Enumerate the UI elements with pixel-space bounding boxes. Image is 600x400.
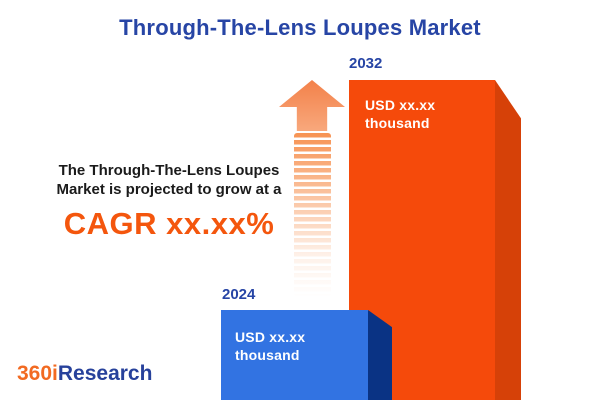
bar-2032-value: USD xx.xx thousand — [365, 97, 436, 131]
cagr-value: CAGR xx.xx% — [63, 206, 275, 241]
growth-annotation: The Through-The-Lens Loupes Market is pr… — [28, 162, 310, 242]
bar-label-2024: 2024 — [222, 286, 256, 303]
logo-suffix: Research — [57, 362, 153, 385]
company-logo: 360iResearch — [17, 362, 152, 386]
annotation-line-2: Market is projected to grow at a — [56, 180, 282, 198]
growth-arrow-icon — [279, 80, 345, 131]
bar-2032-side-face — [495, 80, 521, 400]
annotation-line-1: The Through-The-Lens Loupes — [58, 162, 280, 179]
bar-2024-side-face — [368, 310, 392, 400]
logo-prefix: 360i — [17, 362, 58, 385]
bar-2024: USD xx.xx thousand — [221, 310, 368, 400]
chart-title: Through-The-Lens Loupes Market — [119, 15, 481, 40]
bar-2024-value: USD xx.xx thousand — [235, 329, 306, 363]
bar-label-2032: 2032 — [349, 55, 383, 72]
growth-arrow-fade — [292, 133, 333, 298]
